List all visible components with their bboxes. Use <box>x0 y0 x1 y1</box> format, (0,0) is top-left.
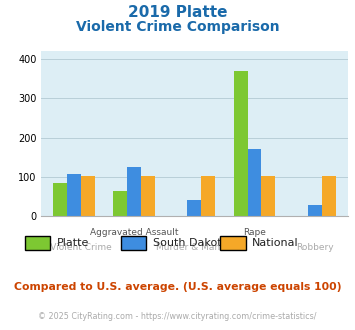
Text: South Dakota: South Dakota <box>153 238 228 248</box>
Bar <box>234 71 248 216</box>
Bar <box>53 183 67 216</box>
Bar <box>127 167 141 216</box>
Bar <box>201 176 215 216</box>
Text: National: National <box>252 238 299 248</box>
Text: Violent Crime Comparison: Violent Crime Comparison <box>76 20 279 34</box>
Bar <box>262 176 275 216</box>
Text: Compared to U.S. average. (U.S. average equals 100): Compared to U.S. average. (U.S. average … <box>14 282 341 292</box>
Text: Robbery: Robbery <box>296 244 334 252</box>
Text: Rape: Rape <box>243 228 266 237</box>
Text: © 2025 CityRating.com - https://www.cityrating.com/crime-statistics/: © 2025 CityRating.com - https://www.city… <box>38 312 317 321</box>
Bar <box>81 176 95 216</box>
Text: Aggravated Assault: Aggravated Assault <box>90 228 179 237</box>
Bar <box>67 174 81 216</box>
Bar <box>113 191 127 216</box>
Bar <box>248 149 262 216</box>
Text: Murder & Mans...: Murder & Mans... <box>156 244 233 252</box>
Text: 2019 Platte: 2019 Platte <box>128 5 227 20</box>
Bar <box>187 200 201 216</box>
Bar <box>141 176 155 216</box>
Text: Platte: Platte <box>57 238 89 248</box>
Bar <box>322 176 335 216</box>
Bar <box>308 205 322 216</box>
Text: All Violent Crime: All Violent Crime <box>36 244 112 252</box>
